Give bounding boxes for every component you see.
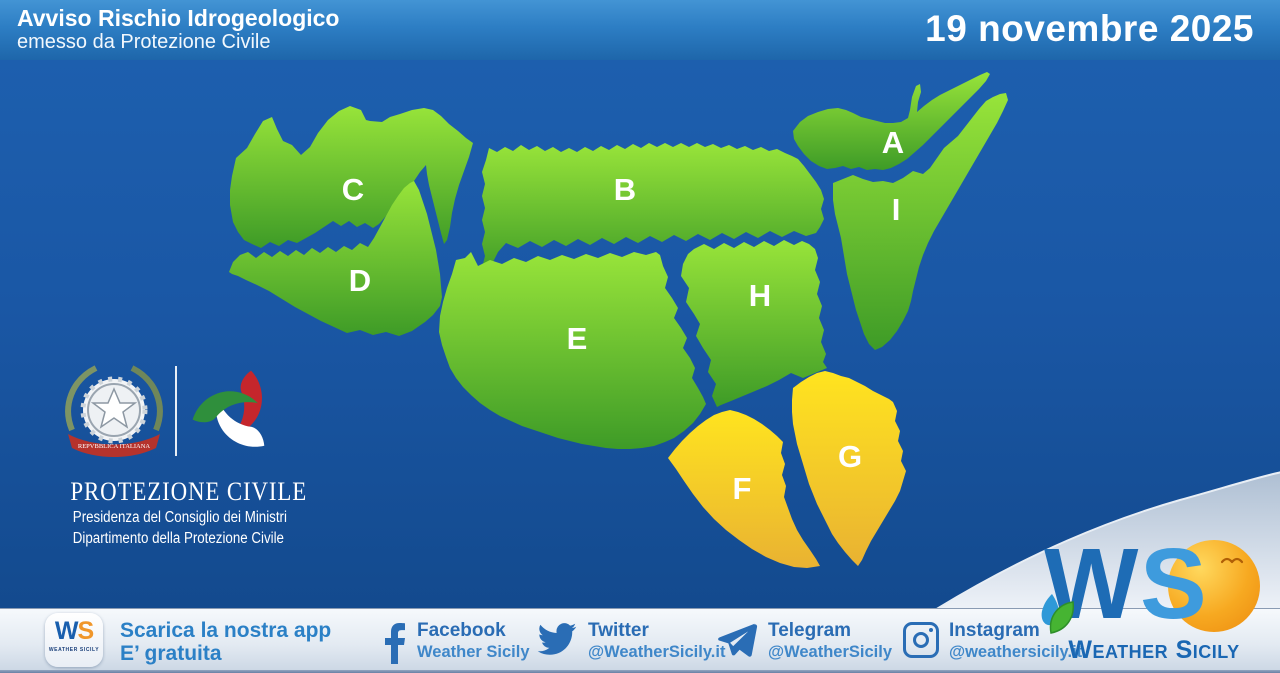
agency-name: PROTEZIONE CIVILE [70, 477, 308, 506]
protezione-civile-logo-icon [192, 370, 265, 447]
leaf-icon [1041, 594, 1074, 634]
facebook-icon [385, 623, 405, 664]
zone-b-shape [482, 143, 824, 277]
zone-label-g: G [837, 439, 863, 474]
app-icon: WS Weather Sicily [45, 613, 103, 667]
zone-d-shape [229, 181, 442, 336]
twitter-icon [537, 623, 577, 655]
app-icon-caption: Weather Sicily [48, 647, 100, 653]
zone-label-i: I [891, 192, 901, 227]
zone-label-f: F [732, 471, 752, 506]
bulletin-title: Avviso Rischio Idrogeologico [17, 5, 340, 31]
zone-label-h: H [748, 278, 772, 313]
republic-emblem-icon: REPVBBLICA ITALIANA [65, 365, 163, 457]
sicily-risk-map: A B C D E F G H I [0, 60, 1280, 608]
zone-label-d: D [348, 263, 372, 298]
zone-label-e: E [566, 321, 588, 356]
birds-icon [1220, 557, 1244, 564]
zone-label-b: B [613, 172, 637, 207]
sicily-map-svg [229, 72, 1280, 608]
ws-logo: W S [1041, 528, 1264, 640]
zone-h-shape [681, 240, 827, 407]
zone-i-shape [833, 93, 1008, 350]
protezione-civile-block: REPVBBLICA ITALIANA PROTEZIONE CIVILE Pr… [56, 362, 308, 549]
promo-line1: Scarica la nostra app [120, 619, 332, 642]
bulletin-subtitle: emesso da Protezione Civile [17, 31, 271, 53]
zone-g-shape [792, 371, 906, 566]
agency-logos: REPVBBLICA ITALIANA [65, 365, 265, 457]
brand-name: Weather Sicily [1068, 636, 1240, 664]
zone-label-a: A [881, 125, 905, 160]
app-promo: Scarica la nostra app E’ gratuita [120, 619, 331, 665]
instagram-icon [903, 622, 939, 658]
agency-line2: Dipartimento della Protezione Civile [72, 530, 284, 547]
promo-line2: E’ gratuita [120, 642, 222, 665]
zone-f-shape [668, 410, 820, 568]
app-icon-ws: WS [54, 617, 94, 645]
zone-label-c: C [341, 172, 365, 207]
zone-e-shape [439, 252, 706, 449]
bulletin-date: 19 novembre 2025 [925, 8, 1254, 49]
zone-c-shape [230, 106, 473, 248]
emblem-ribbon-text: REPVBBLICA ITALIANA [78, 443, 151, 450]
telegram-icon [718, 623, 758, 657]
zone-a-shape [793, 72, 990, 170]
agency-line1: Presidenza del Consiglio dei Ministri [72, 509, 287, 526]
brand-letter-s: S [1140, 528, 1207, 640]
sun-icon [1168, 540, 1260, 632]
weather-sicily-brand: W S Weather Sicily [1041, 528, 1264, 665]
logo-divider [175, 366, 177, 456]
header-bar: Avviso Rischio Idrogeologico emesso da P… [0, 0, 1280, 60]
